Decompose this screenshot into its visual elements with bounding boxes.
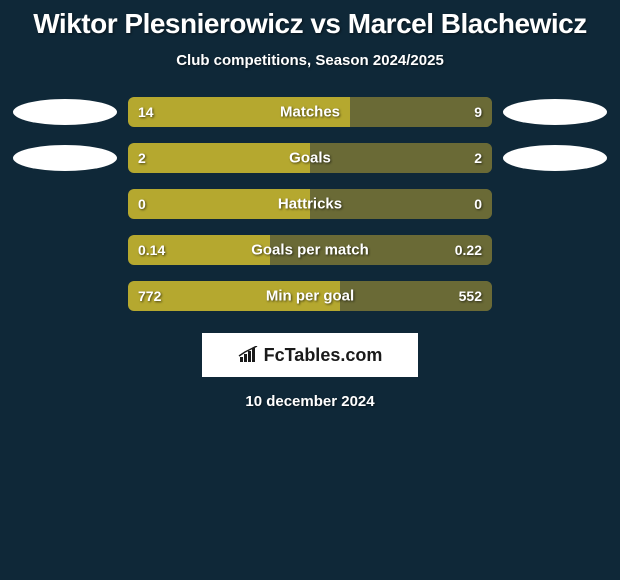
stat-rows: 14 9 Matches 2 2 Goals 0 0 Hattricks 0.14 0.22 Goal… [10, 97, 610, 311]
stat-value-right: 0.22 [455, 242, 482, 258]
stat-row: 0 0 Hattricks [10, 189, 610, 219]
stat-value-right: 552 [459, 288, 482, 304]
subtitle: Club competitions, Season 2024/2025 [10, 52, 610, 69]
stat-value-right: 9 [474, 104, 482, 120]
right-ellipse-cell [500, 145, 610, 171]
stat-value-right: 2 [474, 150, 482, 166]
stat-label: Matches [280, 104, 340, 121]
bar-left-fill [128, 143, 310, 173]
stat-value-left: 14 [138, 104, 154, 120]
brand-box: FcTables.com [202, 333, 418, 377]
stat-row: 772 552 Min per goal [10, 281, 610, 311]
stat-label: Goals per match [251, 242, 369, 259]
left-ellipse-cell [10, 99, 120, 125]
stat-bar: 772 552 Min per goal [128, 281, 492, 311]
player-left-ellipse [13, 99, 117, 125]
page-title: Wiktor Plesnierowicz vs Marcel Blachewic… [10, 8, 610, 40]
brand-text: FcTables.com [264, 345, 383, 366]
stat-row: 2 2 Goals [10, 143, 610, 173]
stat-label: Min per goal [266, 288, 354, 305]
stat-label: Goals [289, 150, 331, 167]
stat-value-right: 0 [474, 196, 482, 212]
left-ellipse-cell [10, 145, 120, 171]
brand-inner: FcTables.com [238, 345, 383, 366]
stat-bar: 0 0 Hattricks [128, 189, 492, 219]
bar-right-fill [350, 97, 492, 127]
stat-row: 0.14 0.22 Goals per match [10, 235, 610, 265]
right-ellipse-cell [500, 99, 610, 125]
stat-value-left: 772 [138, 288, 161, 304]
stat-bar: 14 9 Matches [128, 97, 492, 127]
date-label: 10 december 2024 [10, 393, 610, 410]
stat-value-left: 0 [138, 196, 146, 212]
bar-right-fill [310, 143, 492, 173]
stat-bar: 2 2 Goals [128, 143, 492, 173]
stat-bar: 0.14 0.22 Goals per match [128, 235, 492, 265]
bar-chart-icon [238, 346, 260, 364]
player-right-ellipse [503, 145, 607, 171]
stat-value-left: 0.14 [138, 242, 165, 258]
player-right-ellipse [503, 99, 607, 125]
player-left-ellipse [13, 145, 117, 171]
stat-row: 14 9 Matches [10, 97, 610, 127]
stat-value-left: 2 [138, 150, 146, 166]
comparison-infographic: Wiktor Plesnierowicz vs Marcel Blachewic… [0, 0, 620, 418]
stat-label: Hattricks [278, 196, 342, 213]
